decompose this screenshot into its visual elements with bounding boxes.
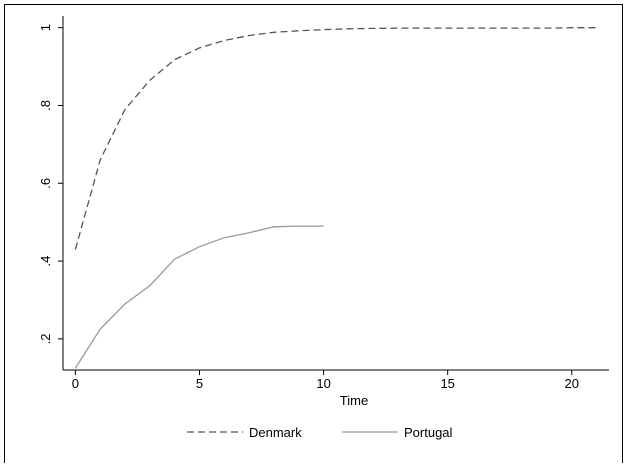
y-tick-label: .8: [38, 100, 53, 111]
x-tick-label: 20: [565, 376, 579, 391]
x-tick-label: 5: [196, 376, 203, 391]
legend-label-portugal: Portugal: [404, 425, 453, 440]
y-tick-label: .6: [38, 178, 53, 189]
y-tick-label: .4: [38, 256, 53, 267]
legend-label-denmark: Denmark: [249, 425, 302, 440]
y-tick-label: 1: [38, 24, 53, 31]
x-tick-label: 0: [72, 376, 79, 391]
axes: .2.4.6.810 5 10 15 20: [38, 16, 609, 391]
series-line-portugal: [74, 225, 324, 369]
x-tick-label: 10: [316, 376, 330, 391]
chart-frame: [4, 4, 623, 463]
x-axis-label: Time: [340, 393, 368, 408]
y-tick-label: .2: [38, 333, 53, 344]
series-layer: [74, 27, 597, 369]
x-tick-label: 15: [440, 376, 454, 391]
series-line-denmark: [74, 27, 597, 250]
legend: Denmark Portugal: [187, 425, 453, 440]
